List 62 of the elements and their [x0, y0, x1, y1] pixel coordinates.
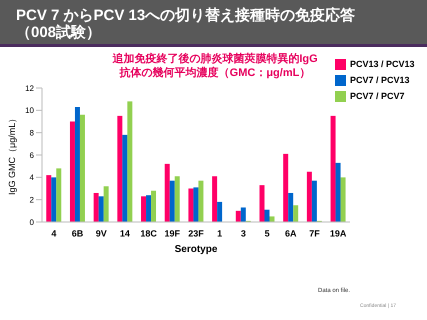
bar: [104, 186, 109, 222]
bar: [306, 172, 312, 222]
chart-title: PCV 7 からPCV 13への切り替え接種時の免疫応答（008試験）: [16, 7, 356, 41]
bar: [288, 192, 294, 222]
bar: [151, 190, 156, 222]
bar: [146, 195, 152, 222]
x-tick-label: 6B: [72, 228, 84, 238]
legend-label: PCV13 / PCV13: [350, 59, 415, 69]
bar: [259, 185, 264, 222]
bar: [188, 188, 194, 222]
bar: [174, 176, 180, 222]
y-tick-label: 4: [30, 173, 35, 182]
bar: [98, 196, 104, 222]
x-tick-label: 23F: [188, 228, 204, 238]
bar: [94, 192, 99, 222]
bar: [212, 176, 218, 222]
y-tick-label: 0: [30, 218, 35, 227]
x-tick-label: 4: [51, 228, 56, 238]
bar: [117, 116, 122, 222]
bar: [264, 210, 270, 222]
chart-subtitle: 追加免疫終了後の肺炎球菌莢膜特異的IgG抗体の幾何平均濃度（GMC：μg/mL）: [111, 52, 319, 80]
y-tick-label: 6: [30, 150, 35, 160]
bar: [141, 196, 146, 222]
bar: [217, 202, 222, 222]
y-axis-title: IgG GMC（μg/mL）: [7, 114, 18, 195]
bar: [127, 101, 132, 222]
bar: [51, 177, 56, 222]
bar: [164, 164, 170, 222]
legend-label: PCV7 / PCV13: [350, 75, 410, 85]
bar: [80, 114, 85, 222]
x-tick-label: 6A: [285, 228, 298, 238]
x-tick-label: 14: [120, 228, 130, 238]
legend-label: PCV7 / PCV7: [350, 91, 405, 101]
x-tick-label: 3: [240, 228, 246, 238]
bar: [312, 180, 317, 222]
x-tick-label: 5: [264, 228, 270, 238]
bar: [236, 210, 241, 222]
bar: [70, 122, 75, 222]
y-tick-label: 2: [30, 196, 35, 205]
bar: [56, 168, 62, 222]
bar: [293, 205, 298, 222]
bar: [46, 175, 52, 222]
bar: [170, 180, 175, 222]
x-tick-label: 9V: [96, 228, 107, 238]
x-tick-label: 19A: [330, 228, 347, 238]
bar: [198, 180, 204, 222]
bar: [193, 187, 198, 222]
x-tick-label: 7F: [309, 228, 320, 238]
bar: [330, 116, 336, 222]
bar: [336, 162, 341, 222]
bar: [283, 154, 288, 222]
y-tick-label: 10: [25, 106, 35, 116]
y-tick-label: 8: [30, 128, 35, 138]
x-tick-label: 18C: [140, 228, 158, 238]
bar: [240, 207, 246, 222]
y-tick-label: 12: [25, 84, 35, 93]
x-axis-title: Serotype: [174, 244, 218, 255]
x-tick-label: 19F: [164, 228, 181, 238]
bar: [340, 177, 346, 222]
bar: [122, 134, 128, 222]
x-tick-label: 1: [217, 228, 222, 238]
bar: [74, 106, 80, 222]
